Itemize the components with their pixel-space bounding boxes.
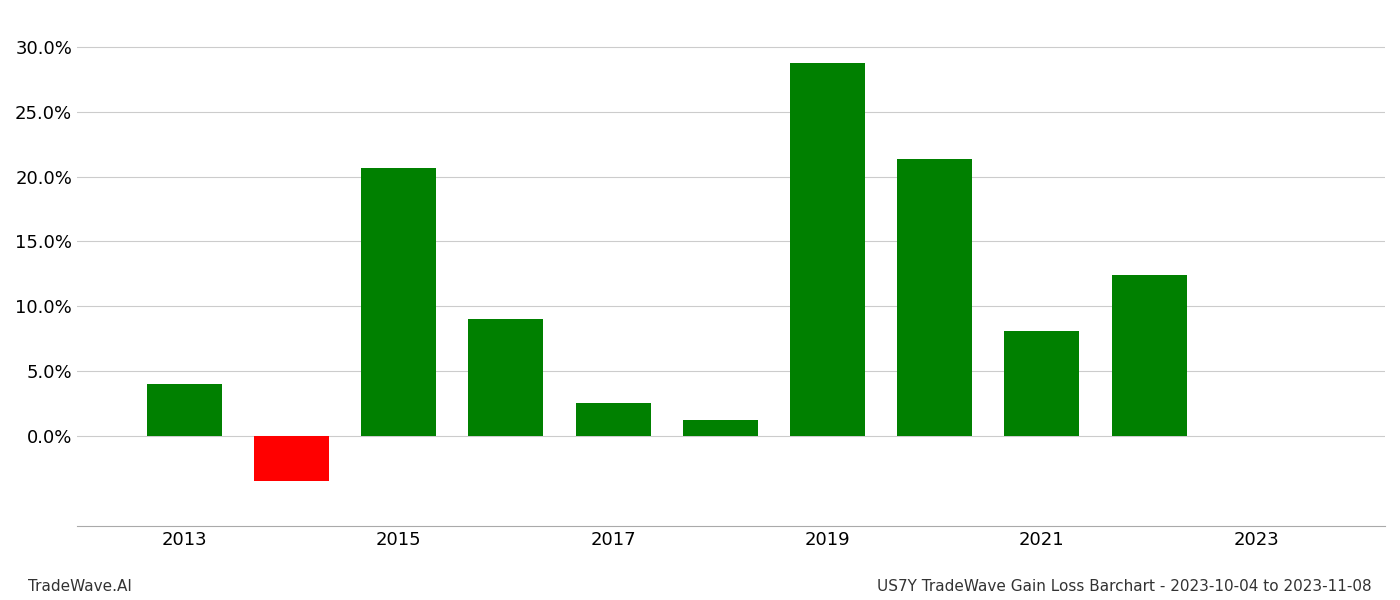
Bar xyxy=(253,436,329,481)
Text: TradeWave.AI: TradeWave.AI xyxy=(28,579,132,594)
Bar xyxy=(469,319,543,436)
Bar xyxy=(147,384,221,436)
Bar xyxy=(897,158,972,436)
Bar xyxy=(683,420,757,436)
Bar xyxy=(361,167,437,436)
Bar xyxy=(790,63,865,436)
Bar xyxy=(1112,275,1187,436)
Bar xyxy=(575,403,651,436)
Bar xyxy=(1004,331,1079,436)
Text: US7Y TradeWave Gain Loss Barchart - 2023-10-04 to 2023-11-08: US7Y TradeWave Gain Loss Barchart - 2023… xyxy=(878,579,1372,594)
